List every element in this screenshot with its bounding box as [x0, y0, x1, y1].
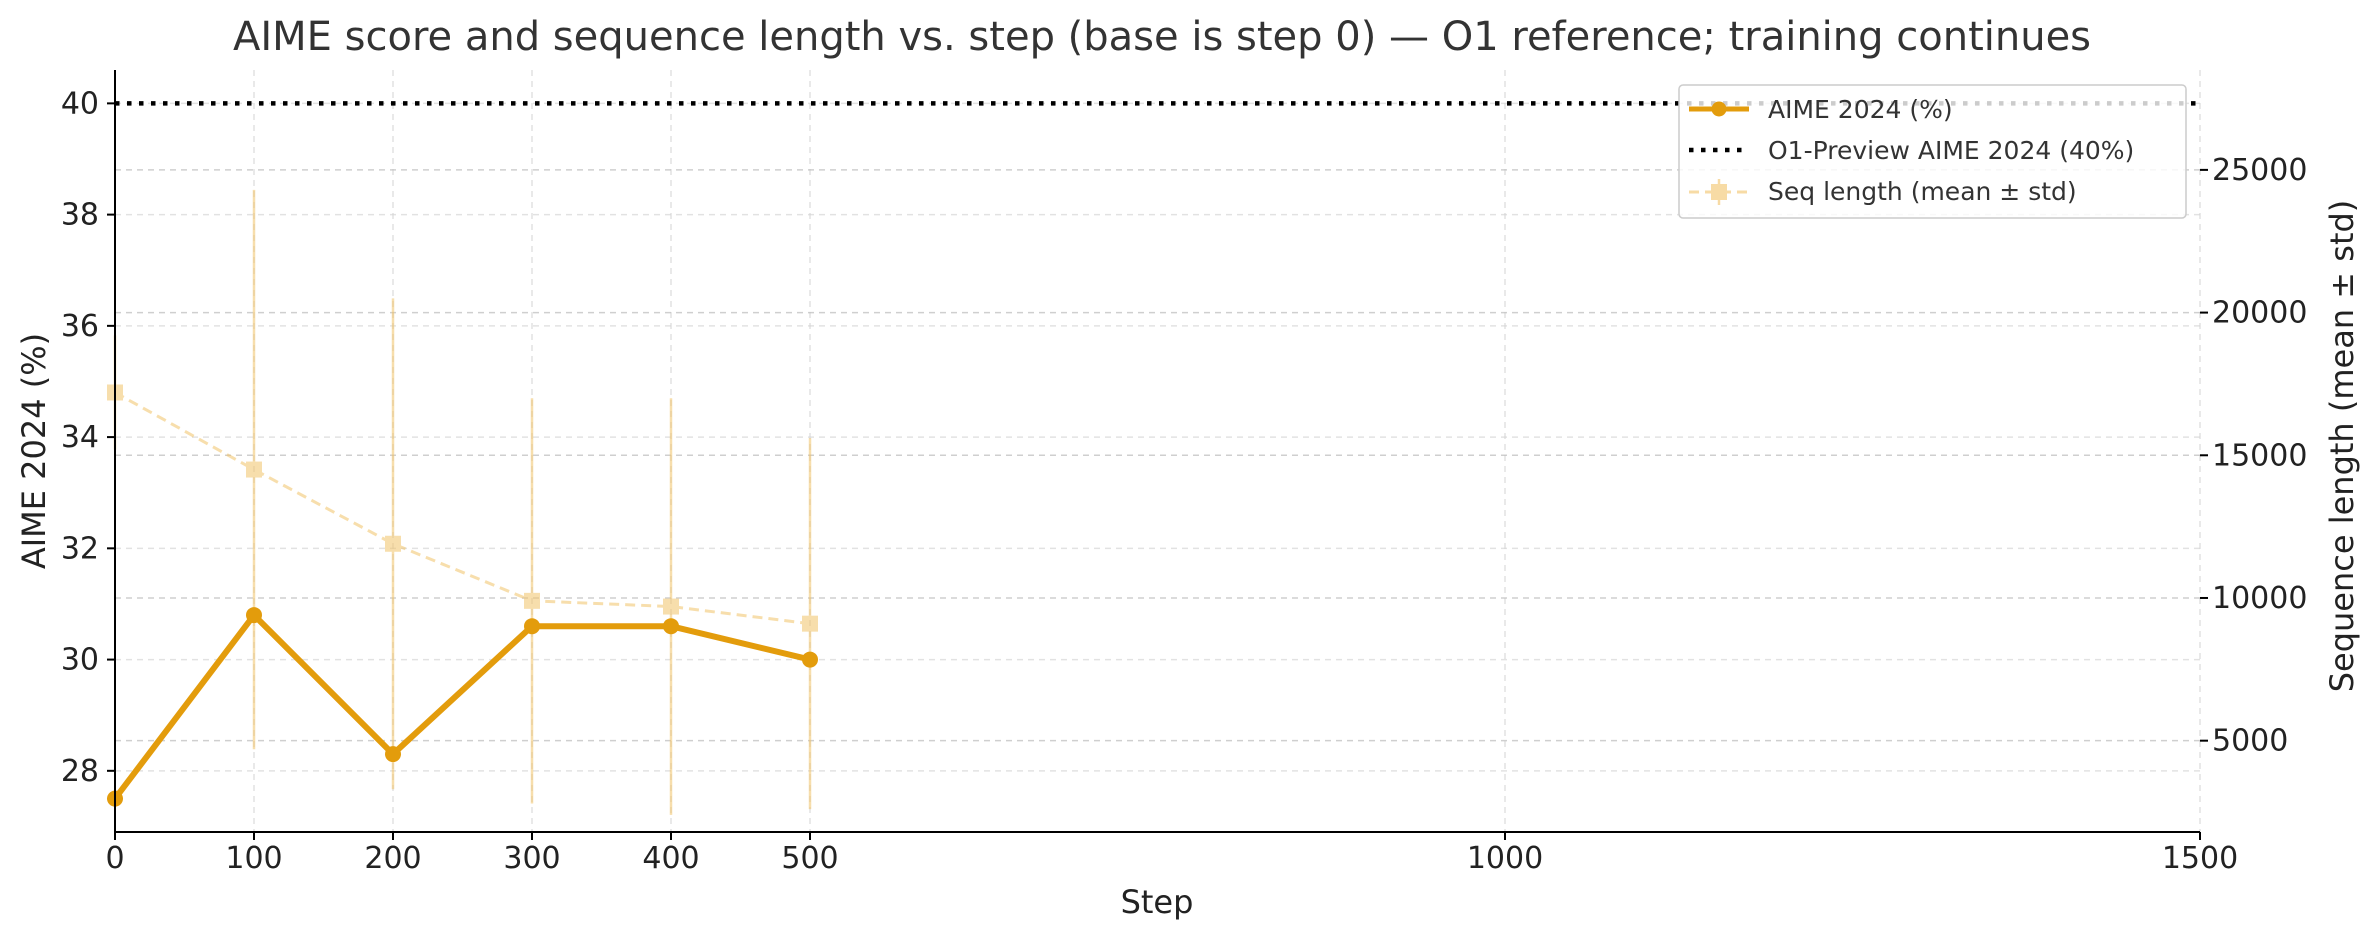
- y-axis-right-label: Sequence length (mean ± std): [2323, 200, 2361, 693]
- series-seq-length: [107, 189, 818, 815]
- aime-point: [524, 618, 540, 635]
- aime-point: [663, 618, 679, 635]
- y-tick-label: 28: [61, 754, 99, 789]
- legend-item-aime: AIME 2024 (%): [1689, 95, 1953, 124]
- series-layer: [107, 101, 2200, 815]
- chart-title: AIME score and sequence length vs. step …: [233, 14, 2091, 60]
- seq-line: [114, 391, 811, 626]
- y2-tick-label: 5000: [2212, 724, 2288, 759]
- y-tick-label: 34: [61, 420, 99, 455]
- seq-point: [246, 461, 262, 478]
- y-tick-label: 30: [61, 643, 99, 678]
- y2-tick-label: 25000: [2212, 153, 2307, 188]
- aime-point: [385, 746, 401, 763]
- legend-swatch-aime-marker: [1711, 101, 1727, 117]
- x-tick-label: 200: [364, 841, 421, 876]
- aime-line: [112, 612, 811, 801]
- legend-swatch-seq-marker: [1711, 184, 1727, 200]
- seq-point: [802, 615, 818, 632]
- y-axis-left-label: AIME 2024 (%): [15, 333, 53, 569]
- seq-point: [385, 535, 401, 552]
- legend-item-seq: [1689, 179, 1749, 205]
- x-tick-label: 500: [781, 841, 838, 876]
- legend: AIME 2024 (%) O1-Preview AIME 2024 (40%)…: [1678, 84, 2187, 219]
- x-tick-label: 1000: [1467, 841, 1543, 876]
- x-tick-label: 400: [642, 841, 699, 876]
- ticks-layer: 0 100 200 300 400 500 1000 1500 28 30 32 34 36 38 40 50…: [61, 86, 2308, 876]
- x-tick-label: 100: [225, 841, 282, 876]
- x-tick-label: 0: [105, 841, 124, 876]
- y-tick-label: 40: [61, 86, 99, 121]
- y-tick-label: 32: [61, 531, 99, 566]
- legend-item-reference: O1-Preview AIME 2024 (40%): [1689, 136, 2134, 165]
- legend-label-aime: AIME 2024 (%): [1768, 95, 1953, 124]
- legend-label-seq: Seq length (mean ± std): [1768, 177, 2077, 206]
- aime-point: [802, 651, 818, 668]
- y-tick-label: 38: [61, 198, 99, 233]
- x-tick-label: 1500: [2162, 841, 2238, 876]
- legend-label-reference: O1-Preview AIME 2024 (40%): [1768, 136, 2134, 165]
- aime-point: [246, 607, 262, 624]
- y2-tick-label: 20000: [2212, 296, 2307, 331]
- y2-tick-label: 10000: [2212, 581, 2307, 616]
- axes-layer: [114, 70, 2200, 833]
- seq-point: [663, 598, 679, 615]
- seq-point: [524, 592, 540, 609]
- x-axis-label: Step: [1121, 883, 1194, 921]
- legend-frame: [1678, 84, 2187, 219]
- x-tick-label: 300: [503, 841, 560, 876]
- y-tick-label: 36: [61, 309, 99, 344]
- y2-tick-label: 15000: [2212, 438, 2307, 473]
